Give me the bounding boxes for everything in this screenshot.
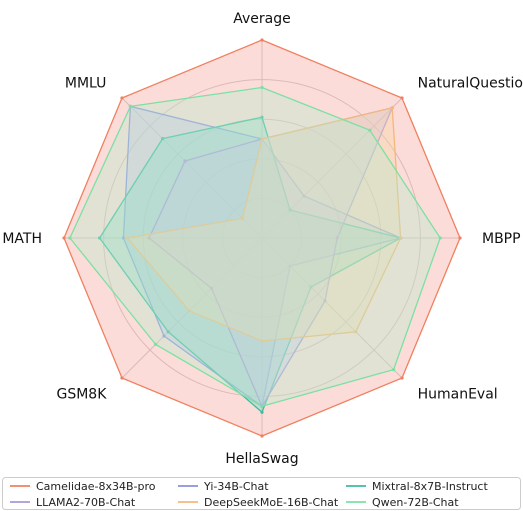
axis-label: MBPP	[482, 231, 521, 247]
legend-label: Mixtral-8x7B-Instruct	[372, 480, 488, 493]
series-2-point	[161, 137, 165, 141]
series-0-point	[400, 96, 404, 100]
legend-label: Camelidae-8x34B-pro	[36, 480, 156, 493]
legend: Camelidae-8x34B-pro Yi-34B-Chat Mixtral-8x…	[2, 477, 521, 510]
legend-frame	[2, 477, 521, 510]
legend-label: Yi-34B-Chat	[203, 480, 269, 493]
series-2-point	[288, 208, 292, 212]
series-0-point	[458, 236, 462, 240]
series-5-point	[154, 342, 158, 346]
series-5-point	[260, 404, 264, 408]
legend-entry: Camelidae-8x34B-pro	[10, 480, 156, 493]
axis-label: MMLU	[65, 75, 107, 91]
legend-label: LLAMA2-70B-Chat	[36, 496, 136, 509]
legend-entry: Qwen-72B-Chat	[346, 496, 459, 509]
axis-label: MATH	[2, 231, 42, 247]
radar-series	[62, 38, 462, 438]
series-3-point	[335, 236, 339, 240]
spoke-line	[121, 237, 263, 379]
spoke-line	[261, 237, 403, 379]
series-0-point	[120, 96, 124, 100]
series-5-point	[438, 236, 442, 240]
series-4-point	[354, 330, 358, 334]
series-4-point	[399, 236, 403, 240]
axis-label: Average	[233, 11, 291, 27]
series-1-point	[302, 194, 306, 198]
series-5-point	[260, 85, 264, 90]
series-2-point	[98, 236, 102, 240]
series-2-point	[166, 330, 170, 334]
legend-entry: Mixtral-8x7B-Instruct	[346, 480, 488, 493]
series-0-point	[260, 38, 264, 42]
legend-label: Qwen-72B-Chat	[372, 496, 459, 509]
series-2-point	[260, 410, 264, 414]
legend-entry: DeepSeekMoE-16B-Chat	[178, 496, 339, 509]
axis-label: NaturalQuestions	[418, 75, 523, 91]
axis-label: HumanEval	[418, 387, 498, 403]
legend-entry: LLAMA2-70B-Chat	[10, 496, 136, 509]
series-3-point	[323, 299, 327, 303]
axis-label: HellaSwag	[225, 451, 298, 467]
legend-label: DeepSeekMoE-16B-Chat	[204, 496, 339, 509]
series-1-point	[121, 236, 125, 240]
series-1-point	[288, 264, 292, 268]
legend-entry: Yi-34B-Chat	[178, 480, 269, 493]
series-4-point	[187, 309, 191, 313]
spoke-line	[121, 97, 263, 239]
axis-label: GSM8K	[56, 387, 107, 403]
series-5-point	[128, 104, 132, 108]
axis-labels: Average NaturalQuestions MBPP HumanEval Hell…	[2, 11, 523, 467]
series-0-point	[120, 376, 124, 380]
series-4-point	[260, 339, 264, 343]
series-5-point	[68, 236, 72, 240]
series-3-point	[183, 159, 187, 163]
series-5-point	[368, 128, 372, 132]
series-2-point	[309, 285, 313, 289]
series-1-point	[162, 334, 166, 338]
series-3-point	[210, 286, 214, 290]
series-0-point	[400, 376, 404, 380]
series-3-point	[147, 236, 151, 240]
series-4-point	[260, 137, 264, 141]
series-4-point	[240, 216, 244, 220]
series-4-point	[125, 236, 129, 240]
series-4-point	[390, 106, 394, 110]
series-0-point	[260, 434, 264, 438]
spoke-line	[261, 97, 403, 239]
series-5-point	[392, 368, 396, 372]
series-0-point	[62, 236, 66, 240]
series-2-point	[260, 115, 264, 119]
